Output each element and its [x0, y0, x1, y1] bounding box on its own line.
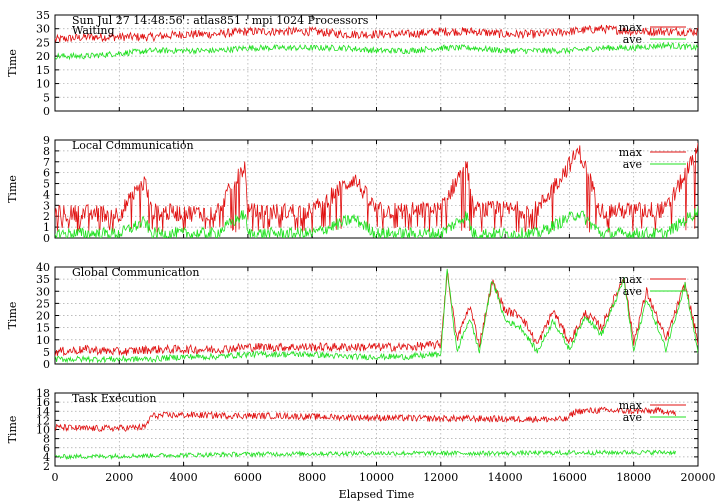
- series-line-ave: [55, 268, 698, 364]
- y-tick-label: 25: [36, 297, 50, 310]
- plot-frame: [54, 14, 699, 112]
- x-tick-label: 14000: [488, 471, 523, 484]
- panel-title: Global Communication: [72, 266, 200, 279]
- series-line-max: [55, 142, 698, 233]
- y-tick-label: 14: [36, 405, 50, 418]
- y-tick-label: 18: [36, 387, 50, 400]
- y-tick-label: 8: [43, 145, 50, 158]
- x-tick-label: 0: [52, 471, 59, 484]
- x-tick-label: 8000: [298, 471, 326, 484]
- series-line-ave: [55, 448, 676, 461]
- series-line-max: [55, 271, 698, 357]
- series-line-max: [55, 406, 676, 433]
- x-tick-label: 18000: [616, 471, 651, 484]
- legend-label-ave: ave: [623, 33, 642, 46]
- legend-label-ave: ave: [623, 411, 642, 424]
- panel-subtitle: Waiting: [72, 24, 115, 37]
- y-tick-label: 30: [36, 285, 50, 298]
- y-tick-label: 7: [43, 156, 50, 169]
- y-tick-label: 6: [43, 442, 50, 455]
- plot-frame: [54, 139, 699, 239]
- y-tick-label: 8: [43, 433, 50, 446]
- x-tick-label: 2000: [105, 471, 133, 484]
- y-tick-label: 20: [36, 50, 50, 63]
- y-tick-label: 12: [36, 414, 50, 427]
- y-tick-label: 4: [43, 188, 50, 201]
- legend-label-ave: ave: [623, 285, 642, 298]
- x-tick-label: 4000: [170, 471, 198, 484]
- legend-label-max: max: [619, 399, 643, 412]
- y-tick-label: 3: [43, 199, 50, 212]
- y-tick-label: 1: [43, 221, 50, 234]
- y-tick-label: 25: [36, 36, 50, 49]
- legend-label-max: max: [619, 146, 643, 159]
- y-tick-label: 4: [43, 451, 50, 464]
- series-line-ave: [55, 41, 698, 61]
- panel-title: Task Execution: [72, 392, 156, 405]
- y-tick-label: 2: [43, 460, 50, 473]
- legend-label-max: max: [619, 21, 643, 34]
- y-tick-label: 40: [36, 261, 50, 274]
- series-line-max: [55, 24, 698, 43]
- x-tick-label: 12000: [423, 471, 458, 484]
- y-tick-label: 35: [36, 9, 50, 22]
- y-tick-label: 5: [43, 346, 50, 359]
- x-tick-label: 20000: [681, 471, 716, 484]
- x-tick-label: 16000: [552, 471, 587, 484]
- y-tick-label: 0: [43, 105, 50, 118]
- y-axis-label: Time: [6, 416, 19, 444]
- y-tick-label: 15: [36, 64, 50, 77]
- y-tick-label: 5: [43, 178, 50, 191]
- y-axis-label: Time: [6, 175, 19, 203]
- panel-title: Sun Jul 27 14:48:56 : atlas851 : mpi 102…: [72, 14, 369, 27]
- panel-title: Local Communication: [72, 139, 194, 152]
- y-tick-label: 10: [36, 78, 50, 91]
- y-tick-label: 20: [36, 310, 50, 323]
- y-axis-label: Time: [6, 49, 19, 77]
- series-line-ave: [55, 205, 698, 238]
- y-tick-label: 6: [43, 167, 50, 180]
- plot-frame: [54, 266, 699, 365]
- y-tick-label: 5: [43, 91, 50, 104]
- y-tick-label: 0: [43, 358, 50, 371]
- y-tick-label: 0: [43, 232, 50, 245]
- y-tick-label: 15: [36, 322, 50, 335]
- y-axis-label: Time: [6, 302, 19, 330]
- y-tick-label: 10: [36, 334, 50, 347]
- y-tick-label: 30: [36, 23, 50, 36]
- plot-frame: [54, 392, 699, 467]
- legend-label-max: max: [619, 273, 643, 286]
- y-tick-label: 10: [36, 424, 50, 437]
- x-axis-label: Elapsed Time: [339, 488, 415, 501]
- y-tick-label: 35: [36, 273, 50, 286]
- y-tick-label: 2: [43, 210, 50, 223]
- x-tick-label: 10000: [359, 471, 394, 484]
- y-tick-label: 16: [36, 396, 50, 409]
- x-tick-label: 6000: [234, 471, 262, 484]
- y-tick-label: 9: [43, 134, 50, 147]
- legend-label-ave: ave: [623, 158, 642, 171]
